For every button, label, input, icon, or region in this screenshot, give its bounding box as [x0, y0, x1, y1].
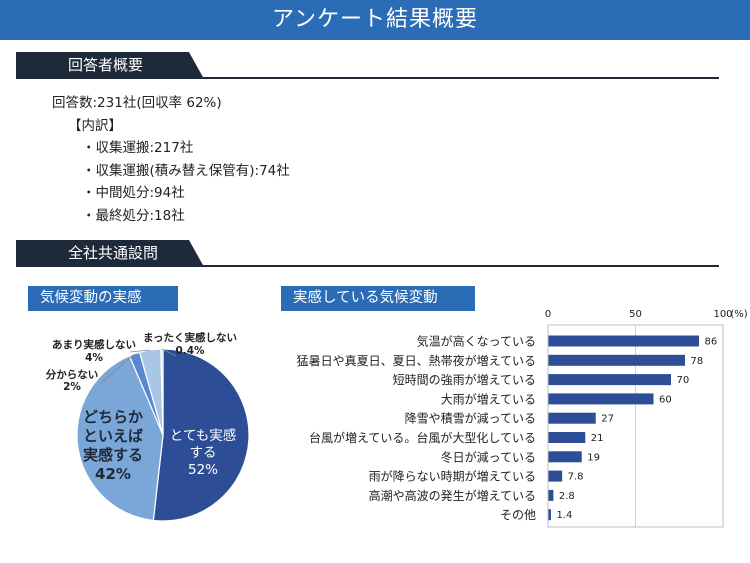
bar: [548, 451, 582, 463]
data-label: 60: [659, 394, 672, 405]
category-label: 猛暑日や真夏日、夏日、熱帯夜が増えている: [297, 353, 536, 368]
respondent-summary: 回答数:231社(回収率 62%) 【内訳】 ・収集運搬:217社 ・収集運搬(…: [52, 92, 290, 227]
data-label: 7.8: [568, 472, 584, 483]
data-label: 2.8: [559, 491, 575, 502]
pie-label: まったく実感しない 0.4%: [143, 331, 237, 357]
bar: [548, 432, 586, 443]
category-label: 冬日が減っている: [441, 449, 536, 464]
bar: [548, 335, 699, 347]
data-label: 19: [587, 452, 600, 463]
breakdown-label: 【内訳】: [68, 117, 122, 134]
category-label: 大雨が増えている: [441, 391, 536, 406]
category-label: 雨が降らない時期が増えている: [369, 469, 536, 484]
bar: [548, 412, 596, 424]
pie-leader-line: [161, 348, 177, 357]
bar-chart: 0 50 100(%) 気温が高くなっている 86 猛暑日や真夏日、夏日、熱帯夜が増えてい…: [297, 309, 748, 528]
section-title: 全社共通設問: [68, 244, 159, 262]
section-header-respondents: 回答者概要: [16, 52, 204, 79]
category-label: その他: [500, 508, 536, 522]
bar: [548, 509, 551, 521]
pie-slice: [152, 348, 250, 522]
breakdown-item: ・収集運搬:217社: [82, 140, 194, 156]
pie-slice: [76, 355, 164, 522]
category-label: 台風が増えている。台風が大型化している: [309, 430, 536, 445]
section-divider: [16, 77, 719, 79]
pie-slice: [160, 348, 164, 436]
section-header-common: 全社共通設問: [16, 240, 204, 267]
pie-label: あまり実感しない 4%: [52, 338, 136, 364]
data-label: 1.4: [556, 510, 572, 521]
data-label: 70: [677, 375, 690, 386]
pie-label: とても実感する 52%: [170, 427, 236, 478]
bar: [548, 374, 671, 386]
pie-label: 分からない 2%: [46, 368, 99, 393]
bar-chart-title: 実感している気候変動: [281, 286, 475, 311]
pie-leader-line: [129, 349, 151, 353]
breakdown-item: ・収集運搬(積み替え保管有):74社: [82, 162, 290, 179]
bar: [548, 354, 685, 366]
x-tick-label: 0: [545, 309, 551, 320]
page-title-bar: アンケート結果概要: [0, 0, 750, 40]
category-label: 気温が高くなっている: [417, 334, 536, 349]
data-label: 78: [691, 356, 704, 367]
bar: [548, 470, 563, 482]
data-label: 21: [591, 433, 604, 444]
bar: [548, 393, 654, 405]
section-divider: [16, 265, 719, 267]
response-count: 回答数:231社(回収率 62%): [52, 95, 222, 111]
category-label: 降雪や積雪が減っている: [405, 411, 536, 426]
category-label: 短時間の強雨が増えている: [393, 372, 536, 387]
pie-chart: とても実感する 52% どちらかといえば実感する 42% 分からない 2% あまり実感しない…: [46, 331, 250, 522]
x-tick-label: 50: [629, 309, 642, 320]
pie-chart-title: 気候変動の実感: [28, 286, 178, 311]
page-title: アンケート結果概要: [271, 7, 479, 32]
x-tick-label: 100: [713, 309, 732, 320]
category-label: 高潮や高波の発生が増えている: [369, 488, 536, 503]
data-label: 86: [705, 337, 718, 348]
x-unit-label: (%): [730, 309, 747, 320]
pie-leader-line: [99, 353, 135, 385]
section-title: 回答者概要: [68, 56, 144, 74]
breakdown-item: ・中間処分:94社: [82, 185, 185, 201]
breakdown-item: ・最終処分:18社: [82, 207, 185, 224]
pie-label: どちらかといえば実感する 42%: [83, 408, 143, 483]
data-label: 27: [601, 414, 614, 425]
bar: [548, 489, 554, 501]
